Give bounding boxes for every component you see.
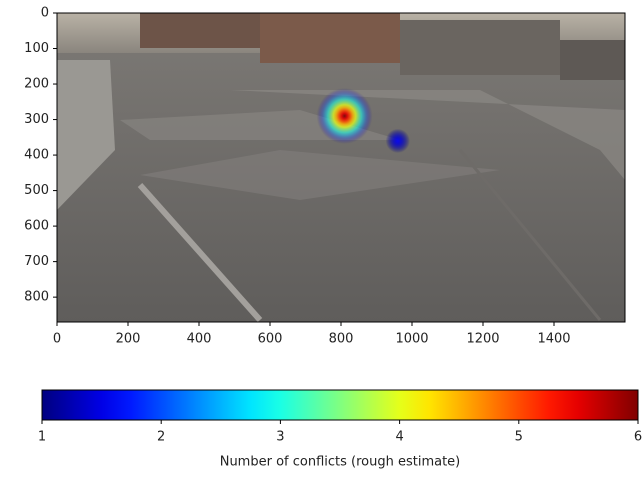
colorbar-tick-label: 2 xyxy=(157,430,165,445)
y-tick-label: 0 xyxy=(41,6,49,21)
colorbar xyxy=(41,389,639,421)
colorbar-tick-label: 3 xyxy=(276,430,284,445)
heatmap-layer xyxy=(316,88,410,154)
colorbar-tick-label: 6 xyxy=(634,430,642,445)
x-tick-label: 1000 xyxy=(395,332,428,347)
heat-blob xyxy=(385,128,410,154)
background-photo xyxy=(57,13,625,322)
y-tick-label: 400 xyxy=(24,148,49,163)
y-tick-label: 600 xyxy=(24,219,49,234)
colorbar-tick-label: 5 xyxy=(515,430,523,445)
x-tick-label: 1400 xyxy=(537,332,570,347)
y-tick-label: 300 xyxy=(24,112,49,127)
heat-blob xyxy=(316,88,373,144)
x-tick-label: 1200 xyxy=(466,332,499,347)
y-tick-label: 800 xyxy=(24,290,49,305)
x-tick-label: 200 xyxy=(116,332,141,347)
y-tick-label: 700 xyxy=(24,254,49,269)
y-tick-label: 100 xyxy=(24,41,49,56)
x-tick-label: 600 xyxy=(258,332,283,347)
x-tick-label: 400 xyxy=(187,332,212,347)
x-tick-label: 0 xyxy=(53,332,61,347)
x-tick-label: 800 xyxy=(329,332,354,347)
colorbar-tick-label: 1 xyxy=(38,430,46,445)
colorbar-tick-label: 4 xyxy=(395,430,403,445)
y-tick-label: 200 xyxy=(24,77,49,92)
colorbar-label: Number of conflicts (rough estimate) xyxy=(220,455,461,470)
y-tick-label: 500 xyxy=(24,183,49,198)
